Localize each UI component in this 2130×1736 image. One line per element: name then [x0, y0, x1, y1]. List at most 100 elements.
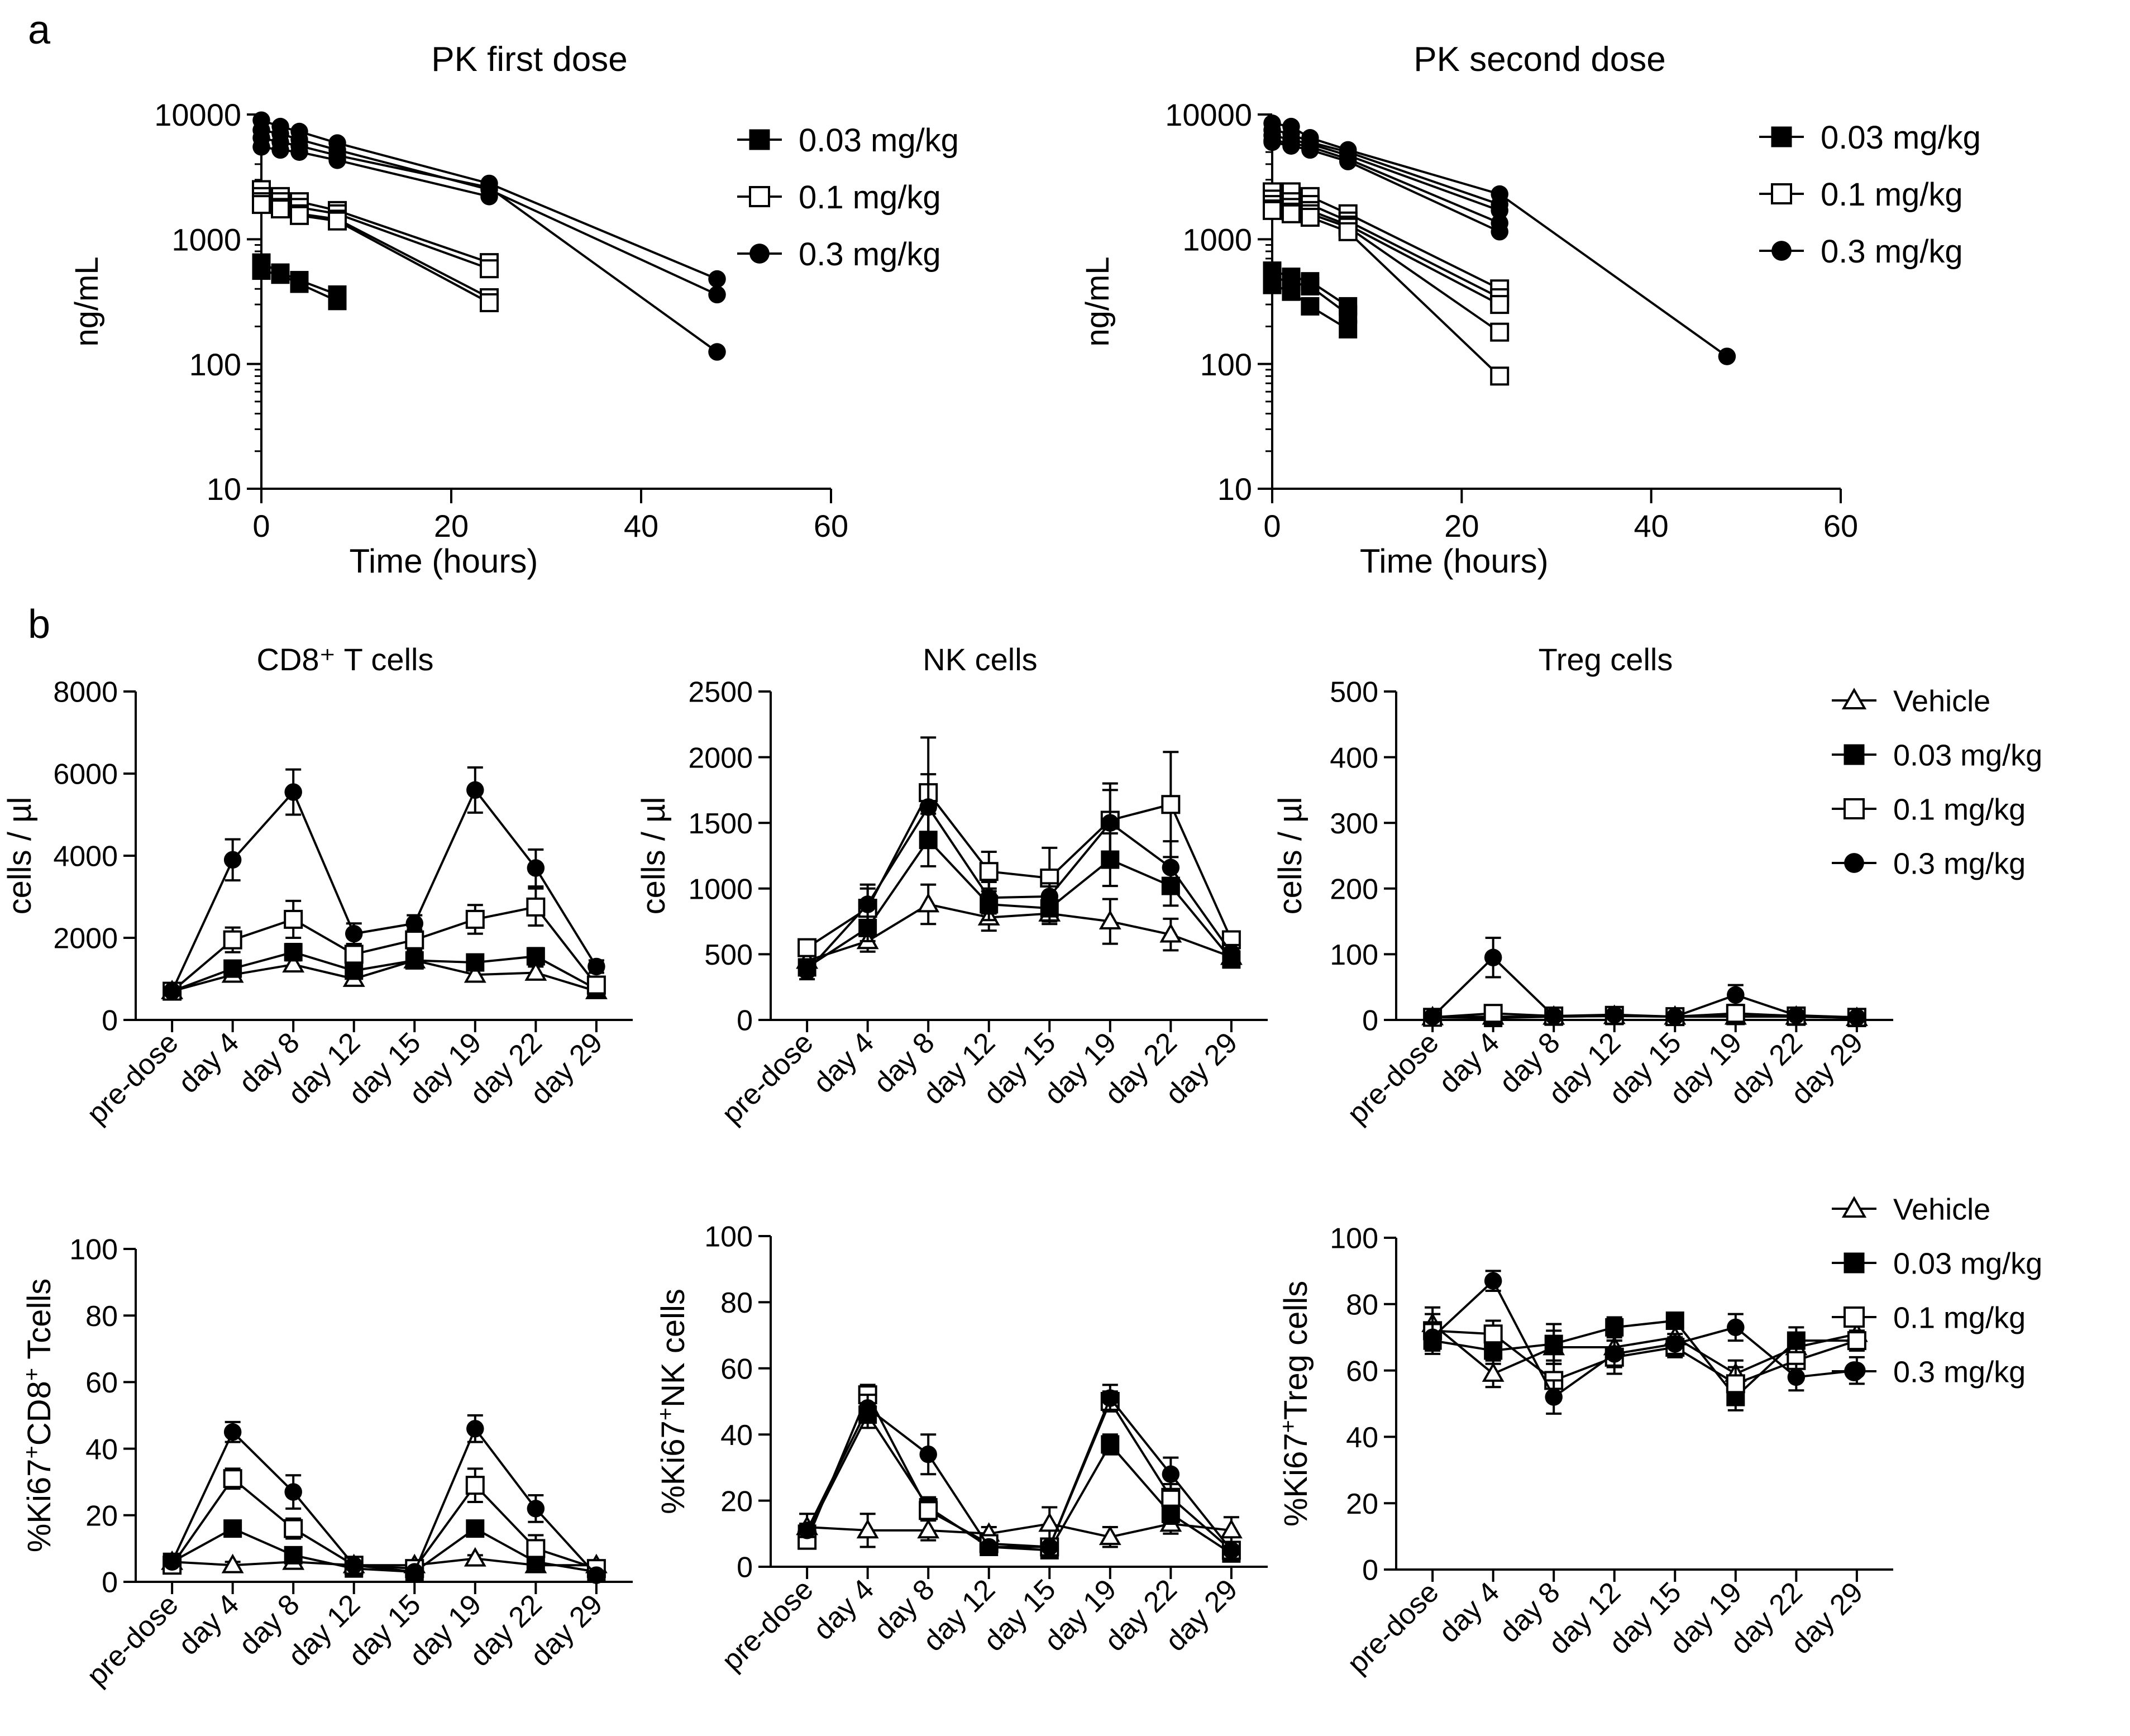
- y-tick-label: 300: [1330, 808, 1378, 840]
- marker-square-filled: [405, 951, 424, 970]
- series-line: [171, 951, 597, 993]
- marker-square-open: [797, 938, 817, 957]
- marker-circle-filled: [1222, 944, 1240, 962]
- y-tick-label: 40: [720, 1419, 753, 1452]
- marker-circle-filled: [1040, 1538, 1059, 1556]
- series-line: [171, 905, 598, 993]
- legend-label: 0.03 mg/kg: [799, 122, 959, 159]
- marker-square-filled: [1844, 744, 1865, 765]
- marker-circle-filled: [1844, 1361, 1864, 1381]
- marker-circle-filled: [345, 924, 363, 943]
- legend-label: 0.1 mg/kg: [1893, 793, 2026, 826]
- marker-square-open: [328, 211, 347, 231]
- marker-square-filled: [1101, 850, 1120, 869]
- y-tick-label: 80: [1346, 1289, 1378, 1322]
- marker-square-open: [1483, 1004, 1503, 1023]
- chart-pk2: 10 100 1000 10000 0 20 40 60 PK second dose Time …: [1080, 40, 1858, 580]
- marker-square-filled: [284, 1546, 303, 1565]
- marker-circle-filled: [1491, 223, 1508, 241]
- marker-triangle-open: [856, 1519, 879, 1539]
- y-tick-label: 60: [85, 1367, 118, 1399]
- legend-label: 0.1 mg/kg: [799, 179, 941, 216]
- y-axis-label: cells / µl: [2, 797, 38, 915]
- marker-square-filled: [1339, 319, 1358, 338]
- legend-label: 0.03 mg/kg: [1893, 738, 2042, 772]
- marker-square-open: [271, 199, 290, 219]
- series-line: [171, 1527, 597, 1573]
- marker-circle-filled: [1222, 1541, 1240, 1559]
- marker-circle-filled: [466, 1420, 484, 1438]
- x-tick-label: day 4: [807, 1573, 880, 1646]
- marker-square-open: [1161, 795, 1181, 814]
- marker-circle-filled: [1727, 986, 1745, 1004]
- x-tick-label: 40: [1634, 508, 1669, 543]
- y-tick-label: 0: [1362, 1554, 1378, 1587]
- marker-square-open: [526, 897, 546, 917]
- chart-title: Treg cells: [1539, 642, 1673, 677]
- marker-square-filled: [1605, 1318, 1624, 1337]
- x-tick-label: pre-dose: [80, 1588, 184, 1692]
- y-tick-label: 100: [704, 1221, 753, 1253]
- y-tick-label: 10000: [1165, 97, 1252, 132]
- marker-square-filled: [526, 947, 545, 966]
- marker-triangle-open: [282, 953, 305, 973]
- y-tick-label: 100: [1330, 939, 1378, 971]
- chart-title: NK cells: [923, 642, 1037, 677]
- marker-circle-filled: [708, 343, 726, 361]
- marker-circle-filled: [1301, 141, 1319, 159]
- series-line: [261, 269, 338, 302]
- x-tick-label: day 4: [1432, 1576, 1506, 1649]
- y-axis-label: cells / µl: [1272, 797, 1308, 915]
- legend-label: 0.1 mg/kg: [1821, 177, 1963, 213]
- series-0-03-mg-kg: [252, 261, 347, 311]
- x-tick-label: 60: [1823, 508, 1858, 543]
- marker-circle-filled: [223, 1423, 242, 1441]
- series-line: [807, 1523, 1232, 1538]
- marker-circle-filled: [163, 982, 181, 1000]
- x-tick-label: 40: [624, 508, 658, 543]
- series-line: [171, 788, 598, 992]
- y-axis-label: %Ki67+CD8+ Tcells: [20, 1279, 58, 1553]
- superscript-plus: +: [20, 1446, 44, 1458]
- legend-label: 0.3 mg/kg: [1893, 847, 2026, 880]
- marker-square-open: [480, 293, 499, 312]
- y-tick-label: 20: [1346, 1488, 1378, 1520]
- marker-square-open: [480, 259, 499, 279]
- y-tick-label: 10000: [154, 97, 241, 132]
- y-tick-label: 2000: [688, 742, 753, 774]
- y-tick-label: 0: [737, 1005, 753, 1037]
- y-axis-label: cells / µl: [636, 797, 672, 915]
- series-line: [172, 1557, 596, 1567]
- series-0-3-mg-kg: [1263, 133, 1508, 241]
- series-0-3-mg-kg: [252, 138, 498, 206]
- legend-pk1: 0.03 mg/kg 0.1 mg/kg 0.3 mg/kg: [737, 122, 959, 273]
- marker-square-open: [284, 909, 303, 929]
- legend-pk2: 0.03 mg/kg 0.1 mg/kg 0.3 mg/kg: [1759, 120, 1981, 270]
- marker-triangle-open: [464, 1547, 486, 1567]
- marker-square-open: [1490, 366, 1510, 386]
- marker-square-open: [749, 186, 770, 207]
- marker-circle-filled: [405, 1563, 424, 1581]
- series-line: [1432, 1329, 1857, 1385]
- marker-triangle-open: [221, 1553, 244, 1573]
- marker-square-open: [1726, 1374, 1745, 1394]
- marker-square-filled: [749, 129, 770, 150]
- y-tick-label: 500: [704, 939, 753, 971]
- marker-square-open: [290, 206, 309, 225]
- series-line: [806, 805, 1233, 972]
- marker-circle-filled: [980, 889, 998, 907]
- x-tick-label: 60: [814, 508, 848, 543]
- marker-square-open: [1844, 1306, 1865, 1328]
- marker-circle-filled: [1666, 1335, 1684, 1353]
- marker-square-open: [284, 1519, 303, 1538]
- series-0-3-mg-kg: [1424, 937, 1866, 1027]
- marker-square-open: [1263, 201, 1282, 220]
- marker-circle-filled: [749, 244, 770, 264]
- y-tick-label: 0: [1362, 1005, 1378, 1037]
- marker-circle-filled: [1040, 888, 1059, 905]
- marker-square-filled: [1771, 126, 1792, 147]
- marker-square-open: [1771, 183, 1792, 204]
